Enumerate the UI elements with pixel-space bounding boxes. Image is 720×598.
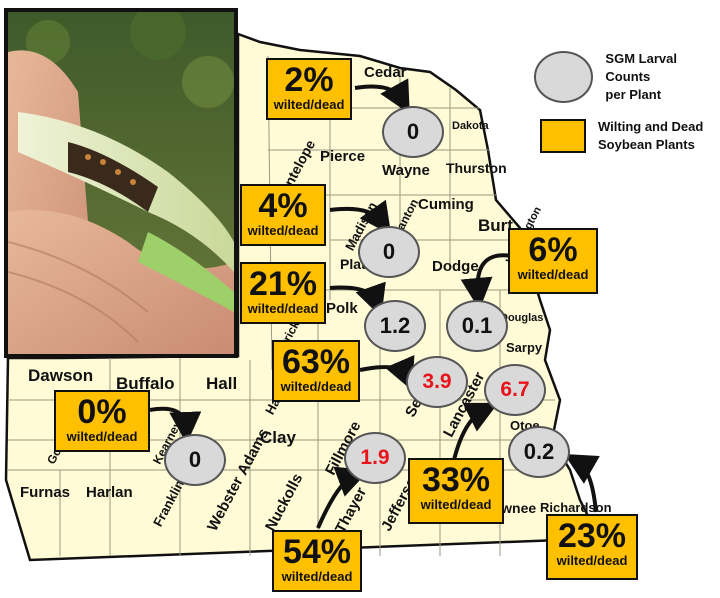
arrow-21pct xyxy=(329,281,386,318)
county-douglas: Douglas xyxy=(500,312,544,324)
legend-wilting-label: Wilting and Dead Soybean Plants xyxy=(598,119,704,152)
county-pierce: Pierce xyxy=(320,148,366,165)
wilt-label: wilted/dead xyxy=(280,379,352,394)
wilt-percent: 63% xyxy=(281,343,351,381)
arrow-54pct xyxy=(316,466,369,529)
wilt-label: wilted/dead xyxy=(556,553,628,568)
larval-count-dodge: 0.1 xyxy=(446,300,508,352)
county-clay: Clay xyxy=(260,428,296,447)
wilt-box-thayer: 54% wilted/dead xyxy=(272,530,362,592)
photo-illustration xyxy=(8,12,234,354)
county-sarpy: Sarpy xyxy=(506,340,543,355)
wilt-label: wilted/dead xyxy=(66,429,138,444)
county-hall: Hall xyxy=(206,374,238,393)
wilt-box-madison: 4% wilted/dead xyxy=(240,184,326,246)
larval-count-platte: 1.2 xyxy=(364,300,426,352)
arrow-63pct xyxy=(359,354,415,391)
county-polk: Polk xyxy=(326,300,358,317)
wilt-box-kearney: 0% wilted/dead xyxy=(54,390,150,452)
county-cedar: Cedar xyxy=(364,64,407,81)
wilt-label: wilted/dead xyxy=(247,223,319,238)
arrow-33pct xyxy=(452,402,499,461)
arrow-23pct xyxy=(564,454,600,513)
wilt-label: wilted/dead xyxy=(273,97,345,112)
legend-wilting: Wilting and Dead Soybean Plants xyxy=(532,118,703,154)
wilt-percent: 0% xyxy=(77,393,127,431)
wilt-label: wilted/dead xyxy=(517,267,589,282)
wilt-label: wilted/dead xyxy=(247,301,319,316)
county-thurston: Thurston xyxy=(446,160,507,176)
arrow-0pct xyxy=(149,406,202,444)
county-burt: Burt xyxy=(478,216,513,235)
wilt-box-cedar: 2% wilted/dead xyxy=(266,58,352,120)
wilt-label: wilted/dead xyxy=(281,569,353,584)
county-wayne: Wayne xyxy=(382,162,430,179)
wilt-box-seward: 63% wilted/dead xyxy=(272,340,360,402)
county-harlan: Harlan xyxy=(86,484,133,501)
wilt-percent: 21% xyxy=(248,265,318,303)
wilt-box-platte: 21% wilted/dead xyxy=(240,262,326,324)
county-dakota: Dakota xyxy=(452,120,489,132)
wilt-percent: 2% xyxy=(284,61,334,99)
larval-count-cedar: 0 xyxy=(382,106,444,158)
larval-count-fillmore: 1.9 xyxy=(344,432,406,484)
county-furnas: Furnas xyxy=(20,484,71,501)
arrow-4pct xyxy=(329,199,392,236)
wilt-percent: 4% xyxy=(258,187,308,225)
larval-count-sarpy: 6.7 xyxy=(484,364,546,416)
wilt-percent: 6% xyxy=(528,231,578,269)
legend-oval-swatch xyxy=(534,51,594,103)
county-buffalo: Buffalo xyxy=(116,374,175,393)
wilt-label: wilted/dead xyxy=(420,497,492,512)
county-dawson: Dawson xyxy=(28,366,94,385)
county-dodge: Dodge xyxy=(432,258,479,275)
wilt-box-burt: 6% wilted/dead xyxy=(508,228,598,294)
legend-box-swatch xyxy=(540,119,586,153)
wilt-box-richardson: 23% wilted/dead xyxy=(546,514,638,580)
larval-count-stanton: 0 xyxy=(358,226,420,278)
larval-count-seward: 3.9 xyxy=(406,356,468,408)
arrow-6pct xyxy=(460,253,513,310)
larval-count-kearney: 0 xyxy=(164,434,226,486)
county-cuming: Cuming xyxy=(418,196,474,213)
wilt-box-lancaster: 33% wilted/dead xyxy=(408,458,504,524)
wilt-percent: 23% xyxy=(557,517,627,555)
wilt-percent: 54% xyxy=(282,533,352,571)
wilt-percent: 33% xyxy=(421,461,491,499)
larval-count-otoe: 0.2 xyxy=(508,426,570,478)
arrow-2pct xyxy=(354,78,410,114)
legend-counts-label: SGM Larval Counts per Plant xyxy=(605,51,677,102)
legend-larval-counts: SGM Larval Counts per Plant xyxy=(534,50,720,104)
soybean-stem-photo xyxy=(4,8,238,358)
